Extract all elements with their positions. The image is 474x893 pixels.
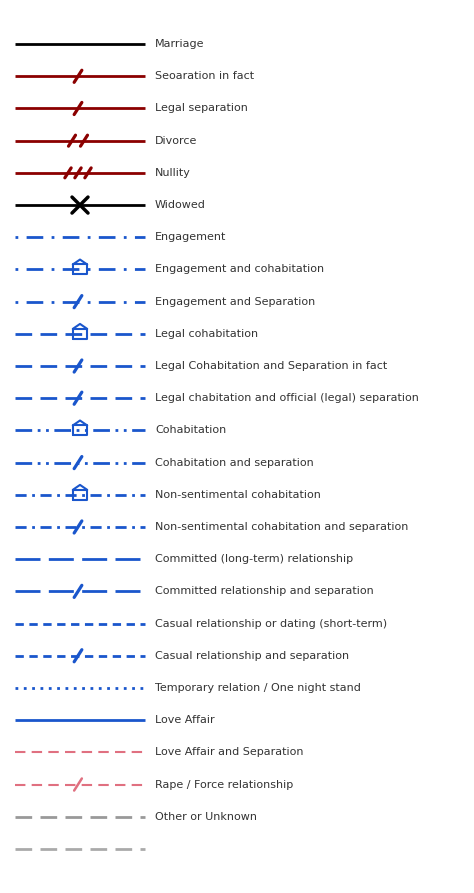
Text: Legal Cohabitation and Separation in fact: Legal Cohabitation and Separation in fac… [155,361,387,371]
Text: Committed (long-term) relationship: Committed (long-term) relationship [155,555,353,564]
Text: Casual relationship and separation: Casual relationship and separation [155,651,349,661]
Text: Engagement: Engagement [155,232,227,242]
Text: Love Affair: Love Affair [155,715,215,725]
Text: Nullity: Nullity [155,168,191,178]
Text: Temporary relation / One night stand: Temporary relation / One night stand [155,683,361,693]
Text: Engagement and cohabitation: Engagement and cohabitation [155,264,324,274]
Text: Engagement and Separation: Engagement and Separation [155,296,315,306]
Text: Cohabitation and separation: Cohabitation and separation [155,457,314,468]
Text: Non-sentimental cohabitation: Non-sentimental cohabitation [155,489,321,500]
Text: Other or Unknown: Other or Unknown [155,812,257,822]
Text: Rape / Force relationship: Rape / Force relationship [155,780,293,789]
Text: Legal separation: Legal separation [155,104,248,113]
Text: Committed relationship and separation: Committed relationship and separation [155,587,374,597]
Text: Seoaration in fact: Seoaration in fact [155,71,254,81]
Text: Widowed: Widowed [155,200,206,210]
Text: Divorce: Divorce [155,136,197,146]
Text: Love Affair and Separation: Love Affair and Separation [155,747,303,757]
Text: Non-sentimental cohabitation and separation: Non-sentimental cohabitation and separat… [155,522,409,532]
Text: Legal chabitation and official (legal) separation: Legal chabitation and official (legal) s… [155,393,419,404]
Text: Casual relationship or dating (short-term): Casual relationship or dating (short-ter… [155,619,387,629]
Text: Cohabitation: Cohabitation [155,425,226,436]
Text: Marriage: Marriage [155,39,204,49]
Text: Legal cohabitation: Legal cohabitation [155,329,258,338]
